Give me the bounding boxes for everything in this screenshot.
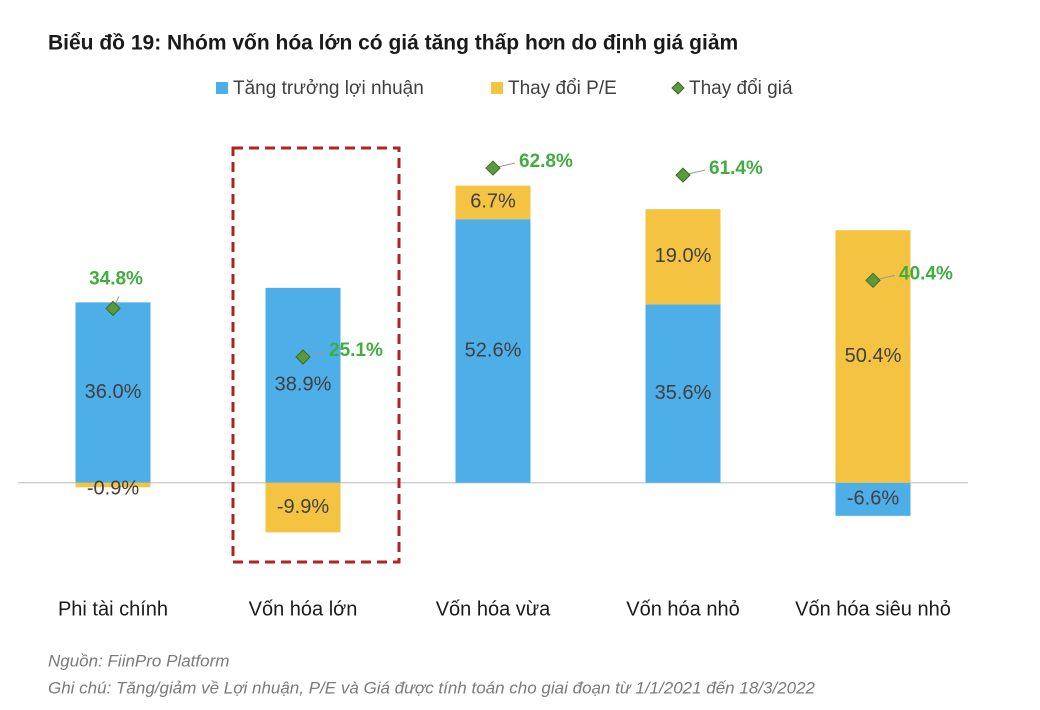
x-tick-label: Vốn hóa vừa (436, 598, 551, 620)
data-label: -9.9% (277, 496, 329, 518)
bar (265, 482, 341, 533)
bar (645, 304, 721, 483)
bar (835, 482, 911, 516)
marker-label: 25.1% (329, 340, 383, 361)
legend-marker (491, 82, 503, 94)
data-label: 38.9% (275, 374, 332, 396)
marker (675, 167, 691, 183)
source: Nguồn: FiinPro Platform (48, 651, 229, 670)
legend-label: Thay đổi giá (689, 78, 793, 99)
bar (75, 482, 151, 488)
legend-marker (671, 81, 685, 95)
bar (265, 287, 341, 483)
bar (835, 230, 911, 483)
note: Ghi chú: Tăng/giảm về Lợi nhuận, P/E và … (48, 678, 816, 697)
data-label: 35.6% (655, 382, 712, 404)
data-label: 6.7% (470, 191, 516, 213)
marker-label: 34.8% (89, 268, 143, 289)
x-tick-label: Vốn hóa siêu nhỏ (795, 598, 951, 620)
marker (295, 349, 311, 365)
legend-label: Tăng trưởng lợi nhuận (233, 78, 424, 99)
data-label: 52.6% (465, 339, 522, 361)
bar (455, 185, 531, 220)
data-label: 19.0% (655, 245, 712, 267)
data-label: 36.0% (85, 381, 142, 403)
marker-label: 40.4% (899, 263, 953, 284)
data-label: -0.9% (87, 478, 139, 500)
bar (645, 209, 721, 305)
marker (485, 160, 501, 176)
x-tick-label: Vốn hóa lớn (249, 598, 358, 620)
data-label: -6.6% (847, 488, 899, 510)
marker (105, 300, 121, 317)
marker-label: 61.4% (709, 158, 763, 179)
bar (75, 302, 151, 483)
bar (455, 219, 531, 483)
legend-label: Thay đổi P/E (508, 78, 617, 99)
x-tick-label: Phi tài chính (58, 598, 168, 620)
legend-marker (216, 82, 228, 94)
marker (865, 272, 881, 289)
marker-label: 62.8% (519, 151, 573, 172)
highlight-box (231, 146, 401, 564)
x-tick-label: Vốn hóa nhỏ (626, 598, 739, 620)
data-label: 50.4% (845, 345, 902, 367)
chart-title: Biểu đồ 19: Nhóm vốn hóa lớn có giá tăng… (48, 32, 738, 55)
